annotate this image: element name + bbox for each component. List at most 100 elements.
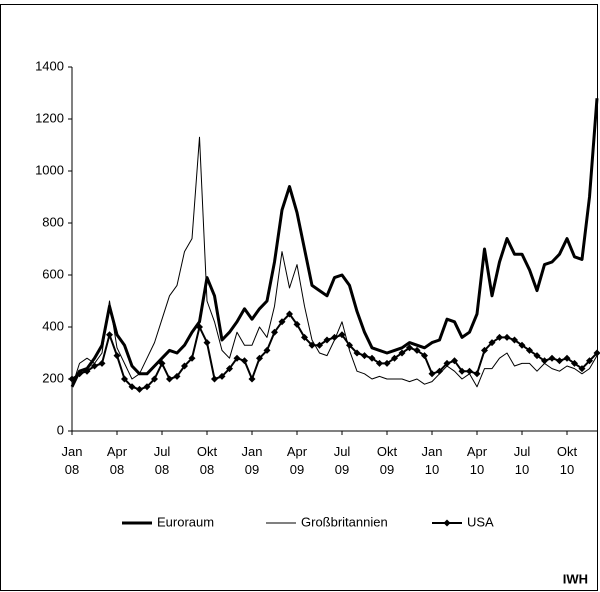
point (586, 357, 593, 365)
y-tick-label: 600 (42, 266, 64, 281)
point (203, 339, 211, 347)
point (413, 346, 421, 354)
source-note: IWH (563, 571, 588, 586)
point (563, 354, 571, 362)
point (526, 346, 533, 354)
series-line (70, 98, 599, 388)
point (166, 375, 173, 383)
x-tick-label: Apr 10 (466, 444, 488, 477)
point (458, 367, 466, 375)
x-tick-label: Jan 09 (241, 444, 263, 477)
legend-label: Euroraum (157, 514, 214, 529)
point (286, 310, 293, 318)
point (421, 352, 428, 360)
legend-marker (443, 519, 451, 527)
point (196, 323, 203, 331)
point (301, 333, 308, 341)
point (271, 328, 278, 336)
legend-label: Großbritannien (301, 514, 388, 529)
point (158, 359, 166, 367)
point (91, 362, 98, 370)
x-tick-label: Okt 09 (376, 444, 398, 477)
point (218, 372, 226, 380)
point (541, 357, 548, 365)
point (481, 346, 488, 354)
x-tick-label: Jul 09 (333, 444, 351, 477)
point (556, 357, 563, 365)
point (113, 352, 121, 360)
x-tick-label: Apr 09 (286, 444, 308, 477)
point (361, 352, 368, 360)
point (181, 362, 188, 370)
point (406, 344, 413, 352)
x-tick-label: Jan 10 (421, 444, 443, 477)
x-tick-label: Okt 08 (196, 444, 218, 477)
point (503, 333, 511, 341)
y-tick-label: 1400 (35, 58, 64, 73)
x-tick-label: Jul 08 (153, 444, 171, 477)
point (263, 346, 271, 354)
point (151, 375, 158, 383)
point (443, 359, 451, 367)
point (338, 331, 346, 339)
point (511, 336, 518, 344)
point (473, 370, 481, 378)
point (518, 341, 526, 349)
point (323, 336, 331, 344)
point (293, 320, 301, 328)
point (211, 375, 218, 383)
x-tick-label: Okt 10 (556, 444, 578, 477)
point (256, 354, 263, 362)
point (391, 354, 398, 362)
point (278, 318, 286, 326)
point (533, 352, 541, 360)
x-tick-label: Jul 10 (513, 444, 531, 477)
point (383, 359, 391, 367)
y-tick-label: 800 (42, 214, 64, 229)
point (233, 354, 241, 362)
point (466, 367, 473, 375)
point (578, 365, 586, 373)
point (451, 357, 458, 365)
point (398, 349, 406, 357)
point (428, 370, 436, 378)
point (143, 383, 151, 391)
point (241, 357, 248, 365)
point (106, 331, 113, 339)
point (136, 385, 143, 393)
x-tick-label: Jan 08 (61, 444, 83, 477)
point (76, 370, 83, 378)
y-tick-label: 1200 (35, 110, 64, 125)
point (83, 367, 91, 375)
point (98, 359, 106, 367)
point (226, 365, 233, 373)
point (593, 349, 600, 357)
y-tick-label: 0 (57, 422, 64, 437)
series-line (71, 313, 598, 391)
point (331, 333, 338, 341)
point (376, 359, 383, 367)
point (248, 375, 256, 383)
point (353, 349, 361, 357)
point (128, 383, 136, 391)
series-line (71, 136, 598, 388)
point (368, 354, 376, 362)
point (488, 339, 496, 347)
y-tick-label: 1000 (35, 162, 64, 177)
point (316, 341, 323, 349)
point (121, 375, 128, 383)
point (188, 354, 196, 362)
point (308, 341, 316, 349)
point (496, 333, 503, 341)
x-tick-label: Apr 08 (106, 444, 128, 477)
point (571, 359, 578, 367)
y-tick-label: 400 (42, 318, 64, 333)
point (548, 354, 556, 362)
point (346, 341, 353, 349)
legend-label: USA (467, 514, 494, 529)
point (173, 372, 181, 380)
point (68, 375, 76, 383)
frame (0, 4, 598, 591)
